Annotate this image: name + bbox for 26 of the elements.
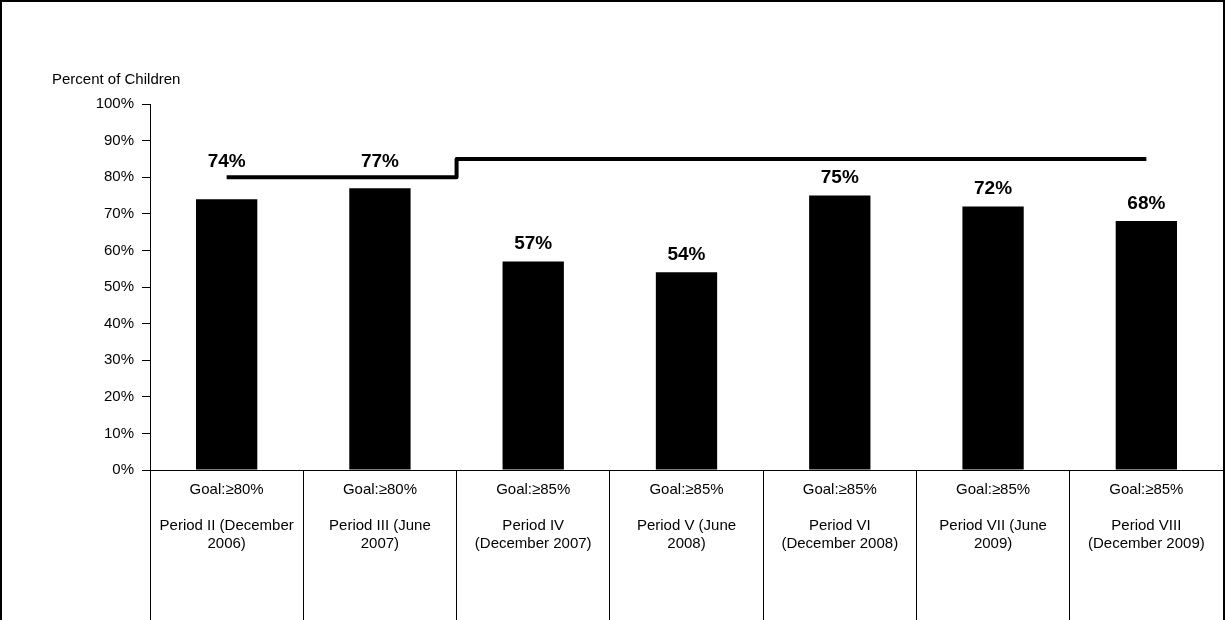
data-label: 54% bbox=[667, 243, 706, 265]
data-label: 75% bbox=[820, 166, 859, 188]
y-tick-label: 60% bbox=[103, 240, 134, 258]
data-label: 77% bbox=[360, 149, 400, 171]
data-label: 74% bbox=[207, 149, 246, 171]
category-label: Goal:≥85% Period VII (June 2009) bbox=[939, 479, 1047, 551]
y-tick-label: 50% bbox=[103, 277, 134, 295]
category-label: Goal:≥80% Period II (December 2006) bbox=[159, 479, 294, 551]
data-label: 57% bbox=[514, 232, 553, 254]
y-tick-label: 30% bbox=[103, 350, 134, 368]
y-tick-label: 10% bbox=[103, 423, 134, 441]
category-label: Goal:≥85% Period VI (December 2008) bbox=[781, 479, 899, 551]
data-label: 72% bbox=[974, 177, 1013, 199]
y-tick-label: 90% bbox=[103, 130, 134, 148]
data-label: 68% bbox=[1127, 191, 1166, 213]
y-tick-label: 100% bbox=[95, 94, 134, 112]
y-tick-label: 20% bbox=[103, 386, 134, 404]
y-tick-label: 70% bbox=[103, 203, 134, 221]
category-label: Goal:≥85% Period V (June 2008) bbox=[636, 479, 737, 551]
category-label: Goal:≥80% Period III (June 2007) bbox=[329, 479, 431, 551]
y-tick-label: 80% bbox=[103, 167, 134, 185]
y-tick-label: 0% bbox=[112, 460, 134, 478]
category-label: Goal:≥85% Period VIII (December 2009) bbox=[1088, 479, 1205, 551]
y-tick-label: 40% bbox=[103, 313, 134, 331]
y-axis-title: Percent of Children bbox=[52, 70, 181, 87]
category-label: Goal:≥85% Period IV (December 2007) bbox=[474, 479, 592, 551]
